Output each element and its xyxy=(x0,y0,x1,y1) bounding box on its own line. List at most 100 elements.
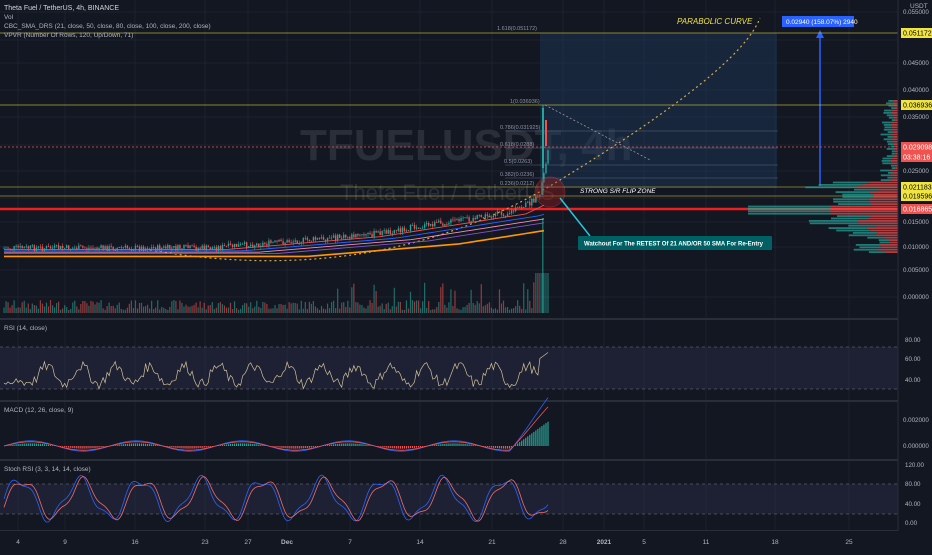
candle-body xyxy=(84,248,85,249)
volume-bar xyxy=(48,306,49,313)
macd-histogram-bar xyxy=(179,446,180,448)
volume-profile-down xyxy=(878,249,898,251)
volume-bar xyxy=(274,305,275,313)
indicator-sma[interactable]: CBC_SMA_DRS (21, close, 50, close, 80, c… xyxy=(4,23,211,30)
volume-bar xyxy=(32,304,33,313)
volume-bar xyxy=(450,289,451,313)
volume-profile-up xyxy=(881,179,890,181)
callout-text[interactable]: Watchout For The RETEST Of 21 AND/OR 50 … xyxy=(584,242,764,248)
volume-bar xyxy=(135,300,136,313)
candle-body xyxy=(7,248,8,249)
macd-label[interactable]: MACD (12, 26, close, 9) xyxy=(4,407,73,414)
volume-profile-up xyxy=(889,117,894,119)
candle-body xyxy=(333,235,334,237)
candle-body xyxy=(163,246,164,247)
volume-bar xyxy=(471,290,472,313)
macd-histogram-bar xyxy=(291,446,292,449)
macd-histogram-bar xyxy=(151,444,152,446)
volume-profile-up xyxy=(884,129,892,131)
volume-bar xyxy=(527,289,528,313)
volume-bar xyxy=(216,308,217,313)
measure-arrowhead xyxy=(816,30,824,38)
time-label: 23 xyxy=(201,539,209,546)
candle-body xyxy=(34,245,35,250)
volume-bar xyxy=(509,310,510,313)
candle-body xyxy=(240,244,241,245)
volume-profile-up xyxy=(838,203,871,205)
candle-body xyxy=(458,219,459,221)
candle-body xyxy=(250,245,251,246)
volume-bar xyxy=(88,306,89,313)
volume-bar xyxy=(109,303,110,313)
candle-body xyxy=(309,240,310,241)
volume-bar xyxy=(115,308,116,313)
candle-body xyxy=(125,246,126,248)
macd-histogram-bar xyxy=(173,446,174,448)
macd-histogram-bar xyxy=(335,444,336,446)
candle-body xyxy=(331,237,332,238)
candle-body xyxy=(317,238,318,240)
candle-body xyxy=(327,238,328,241)
candle-body xyxy=(88,248,89,249)
candle-body xyxy=(349,237,350,239)
macd-histogram-bar xyxy=(167,446,168,447)
indicator-vol[interactable]: Vol xyxy=(4,14,14,21)
macd-histogram-bar xyxy=(501,446,502,448)
macd-histogram-bar xyxy=(287,446,288,448)
volume-profile-down xyxy=(893,177,898,179)
volume-profile-down xyxy=(862,184,898,186)
volume-profile-up xyxy=(883,158,892,160)
rsi-label[interactable]: RSI (14, close) xyxy=(4,325,47,332)
fib-label: 1(0.036936) xyxy=(510,99,540,105)
macd-histogram-bar xyxy=(416,446,417,448)
macd-histogram-bar xyxy=(327,445,328,446)
price-tick: 0.005000 xyxy=(903,267,929,274)
price-tick: 0.055000 xyxy=(903,9,929,16)
price-tag-label: 0.021183 xyxy=(903,185,932,192)
volume-bar xyxy=(191,306,192,313)
macd-histogram-bar xyxy=(236,444,237,446)
chart-title[interactable]: Theta Fuel / TetherUS, 4h, BINANCE xyxy=(4,5,119,12)
macd-histogram-bar xyxy=(28,443,29,446)
macd-histogram-bar xyxy=(525,438,526,446)
candle-body xyxy=(390,230,391,234)
volume-profile-down xyxy=(831,210,899,212)
indicator-vpvr[interactable]: VPVR (Number Of Rows, 120, Up/Down, 71) xyxy=(4,32,133,39)
macd-histogram-bar xyxy=(242,443,243,446)
volume-bar xyxy=(323,309,324,313)
macd-histogram-bar xyxy=(234,444,235,446)
volume-profile-down xyxy=(869,198,898,200)
candle-body xyxy=(238,244,239,246)
macd-histogram-bar xyxy=(365,445,366,446)
macd-histogram-bar xyxy=(388,446,389,448)
volume-bar xyxy=(462,307,463,313)
volume-bar xyxy=(220,302,221,313)
macd-histogram-bar xyxy=(436,445,437,446)
time-axis[interactable] xyxy=(0,531,932,550)
candle-body xyxy=(60,246,61,249)
price-tick: 0.035000 xyxy=(903,114,929,121)
macd-histogram-bar xyxy=(139,443,140,446)
volume-bar xyxy=(442,283,443,313)
volume-bar xyxy=(236,308,237,313)
macd-histogram-bar xyxy=(367,445,368,446)
macd-histogram-bar xyxy=(82,446,83,449)
candle-body xyxy=(3,248,4,249)
macd-histogram-bar xyxy=(280,446,281,448)
volume-bar xyxy=(345,307,346,313)
stoch-label[interactable]: Stoch RSI (3, 3, 14, 14, close) xyxy=(4,466,91,473)
volume-profile-up xyxy=(829,227,867,229)
volume-profile-up xyxy=(819,184,863,186)
macd-histogram-bar xyxy=(276,446,277,447)
candle-body xyxy=(359,235,360,236)
price-axis[interactable] xyxy=(898,0,932,531)
macd-histogram-bar xyxy=(495,446,496,448)
volume-bar xyxy=(367,306,368,313)
volume-profile-up xyxy=(853,232,878,234)
macd-histogram-bar xyxy=(458,444,459,446)
volume-bar xyxy=(464,307,465,313)
candle-body xyxy=(468,217,469,221)
candle-body xyxy=(100,245,101,248)
candle-body xyxy=(432,224,433,226)
